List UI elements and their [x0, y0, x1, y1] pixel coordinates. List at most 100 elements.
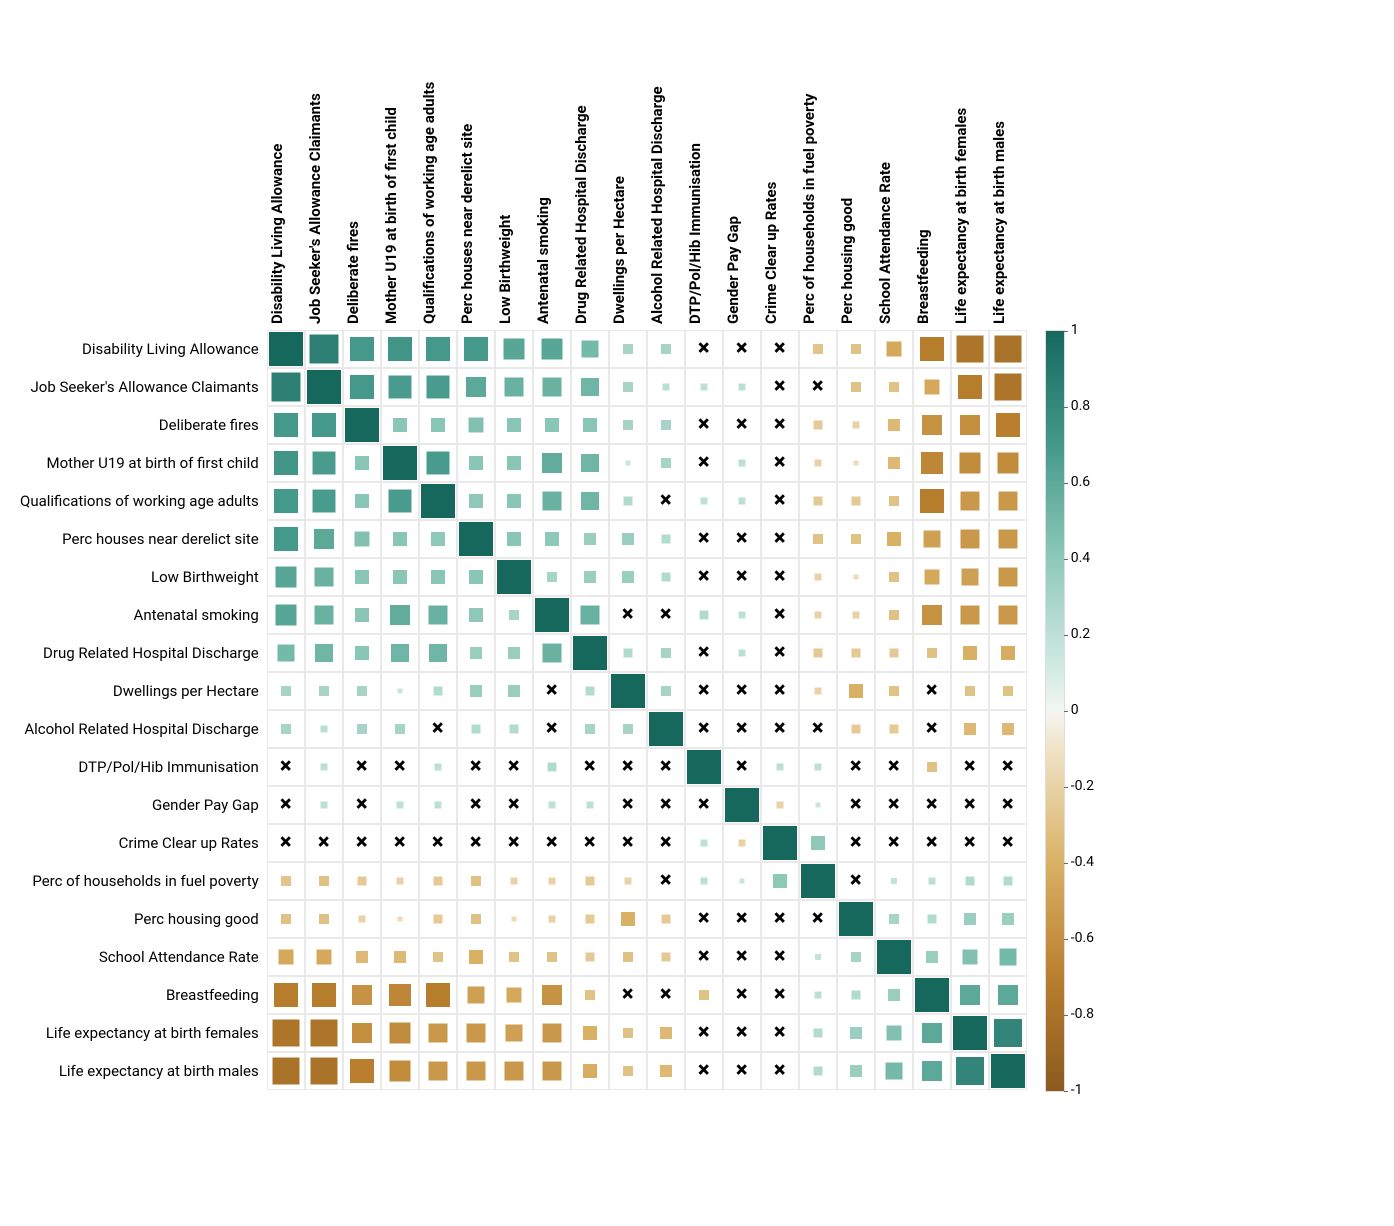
col-label: Breastfeeding: [914, 229, 932, 324]
cell-square: [778, 538, 781, 541]
cell-square: [357, 686, 367, 696]
cell-square: [550, 728, 553, 731]
cell: [609, 634, 647, 672]
cell-square: [475, 804, 477, 806]
col-label: Gender Pay Gap: [724, 216, 742, 324]
cell: [685, 976, 723, 1014]
cell: [989, 862, 1027, 900]
cell: [419, 748, 457, 786]
cell: [571, 976, 609, 1014]
cell: [495, 938, 533, 976]
cell-square: [274, 489, 298, 513]
cell: ×: [685, 634, 723, 672]
cell: [837, 558, 875, 596]
cell-square: [309, 335, 338, 364]
cell-square: [813, 1067, 822, 1076]
cell: ×: [723, 330, 761, 368]
cell-square: [1002, 913, 1014, 925]
cell: [685, 482, 723, 520]
cell-square: [389, 1061, 410, 1082]
cell: [647, 900, 685, 938]
cell-square: [813, 497, 822, 506]
cell-square: [355, 570, 369, 584]
cell-square: [431, 418, 445, 432]
cell-square: [396, 878, 403, 885]
cell-square: [583, 418, 597, 432]
cell-square: [627, 804, 629, 806]
cell-square: [778, 424, 781, 427]
cell: [571, 938, 609, 976]
cell-square: [399, 766, 401, 768]
cell: ×: [647, 482, 685, 520]
cell-square: [469, 494, 483, 508]
cell-square: [817, 386, 819, 388]
cell-square: [314, 606, 333, 625]
cell-square: [665, 994, 667, 996]
row-label: Qualifications of working age adults: [20, 482, 267, 520]
cell: [305, 596, 343, 634]
cell: [647, 368, 685, 406]
cell: ×: [761, 482, 799, 520]
cell-square: [509, 610, 519, 620]
cell: [875, 1052, 913, 1090]
cell-square: [281, 914, 291, 924]
cell: [495, 710, 533, 748]
cell-square: [355, 608, 369, 622]
colorbar-gradient: [1045, 330, 1065, 1092]
cell-square: [814, 688, 821, 695]
cell: [495, 596, 533, 634]
cell: [685, 368, 723, 406]
cell: [685, 748, 723, 786]
col-label: Mother U19 at birth of first child: [382, 107, 400, 324]
cell: [951, 1052, 989, 1090]
row-label: Drug Related Hospital Discharge: [20, 634, 267, 672]
cell-square: [888, 989, 900, 1001]
cell: [381, 938, 419, 976]
cell: [837, 710, 875, 748]
cell: [419, 900, 457, 938]
cell: [989, 672, 1027, 710]
cell: [267, 444, 305, 482]
cell: [647, 672, 685, 710]
cell-square: [779, 918, 781, 920]
cell: ×: [723, 1052, 761, 1090]
cell-square: [437, 842, 439, 844]
cell: [343, 596, 381, 634]
cell: [305, 786, 343, 824]
cell-square: [660, 1027, 672, 1039]
cell-square: [969, 766, 971, 768]
cell-square: [779, 690, 781, 692]
cell: [267, 368, 305, 406]
cell: [457, 596, 495, 634]
cell: [495, 558, 533, 596]
cell-square: [354, 532, 369, 547]
col-label: Antenatal smoking: [534, 197, 552, 324]
cell-square: [437, 728, 439, 730]
cell-square: [271, 373, 300, 402]
cell: [875, 406, 913, 444]
cell: [533, 330, 571, 368]
cell: [267, 596, 305, 634]
cell-square: [471, 914, 481, 924]
cell: [495, 1014, 533, 1052]
row-label: Dwellings per Hectare: [20, 672, 267, 710]
cell: ×: [761, 976, 799, 1014]
cell: ×: [799, 368, 837, 406]
cell-square: [778, 727, 782, 731]
colorbar-tick-label: -0.4: [1071, 854, 1094, 870]
cell: [343, 634, 381, 672]
cell-square: [991, 1054, 1025, 1088]
cell-square: [893, 766, 895, 768]
cell-square: [507, 494, 521, 508]
cell: [495, 1052, 533, 1090]
cell: [685, 862, 723, 900]
cell: [761, 824, 799, 862]
cell-square: [469, 570, 483, 584]
cell: [723, 596, 761, 634]
cell-square: [627, 766, 629, 768]
cell: [989, 900, 1027, 938]
cell: [647, 938, 685, 976]
cell-square: [506, 988, 521, 1003]
cell: [381, 330, 419, 368]
cell-square: [700, 384, 707, 391]
